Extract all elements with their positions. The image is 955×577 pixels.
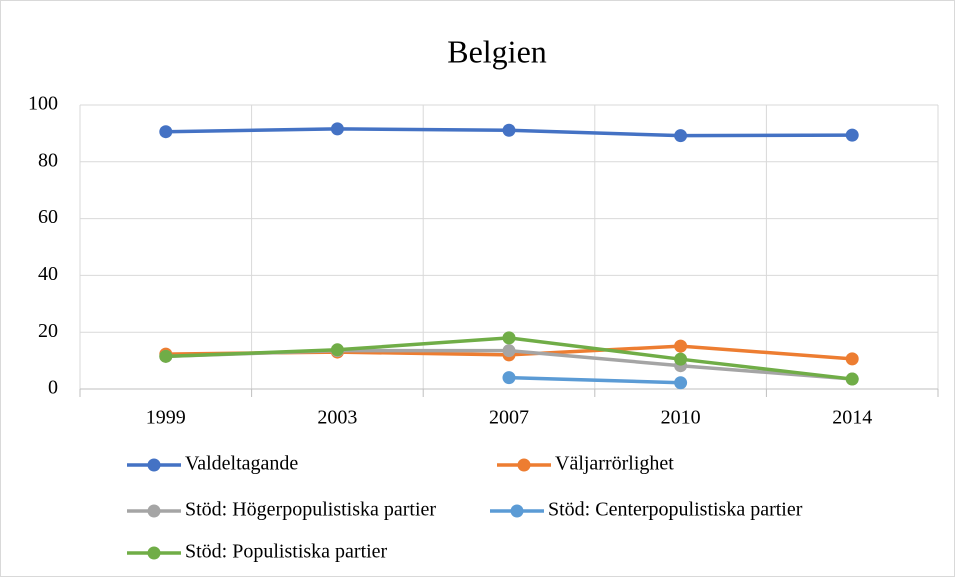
x-tick-label: 1999 bbox=[146, 407, 186, 429]
point bbox=[502, 371, 516, 385]
y-tick-label: 80 bbox=[38, 149, 58, 171]
y-tick-label: 20 bbox=[38, 320, 58, 342]
point bbox=[502, 331, 516, 345]
x-tick-label: 2007 bbox=[489, 407, 529, 429]
legend-label: Valdeltagande bbox=[185, 453, 298, 475]
legend-label: Väljarrörlighet bbox=[555, 453, 674, 475]
legend-marker bbox=[517, 458, 531, 472]
legend-label: Stöd: Populistiska partier bbox=[185, 541, 388, 563]
y-tick-label: 60 bbox=[38, 206, 58, 228]
point bbox=[674, 376, 688, 390]
point bbox=[674, 129, 688, 143]
legend-label: Stöd: Centerpopulistiska partier bbox=[548, 499, 803, 521]
point bbox=[845, 372, 859, 386]
point bbox=[502, 344, 516, 358]
point bbox=[502, 123, 516, 137]
point bbox=[159, 349, 173, 363]
point bbox=[845, 128, 859, 142]
point bbox=[674, 352, 688, 366]
y-tick-label: 0 bbox=[48, 377, 58, 399]
x-tick-label: 2003 bbox=[317, 407, 357, 429]
point bbox=[330, 122, 344, 136]
y-tick-label: 40 bbox=[38, 263, 58, 285]
chart-title: Belgien bbox=[447, 33, 547, 69]
point bbox=[330, 343, 344, 357]
x-tick-label: 2010 bbox=[661, 407, 701, 429]
legend-marker bbox=[147, 546, 161, 560]
y-tick-label: 100 bbox=[28, 93, 58, 115]
legend-label: Stöd: Högerpopulistiska partier bbox=[185, 499, 436, 521]
point bbox=[845, 352, 859, 366]
legend-marker bbox=[147, 504, 161, 518]
x-tick-label: 2014 bbox=[832, 407, 872, 429]
legend-marker bbox=[510, 504, 524, 518]
series-line bbox=[508, 375, 681, 385]
legend-marker bbox=[147, 458, 161, 472]
point bbox=[674, 339, 688, 353]
point bbox=[159, 125, 173, 139]
